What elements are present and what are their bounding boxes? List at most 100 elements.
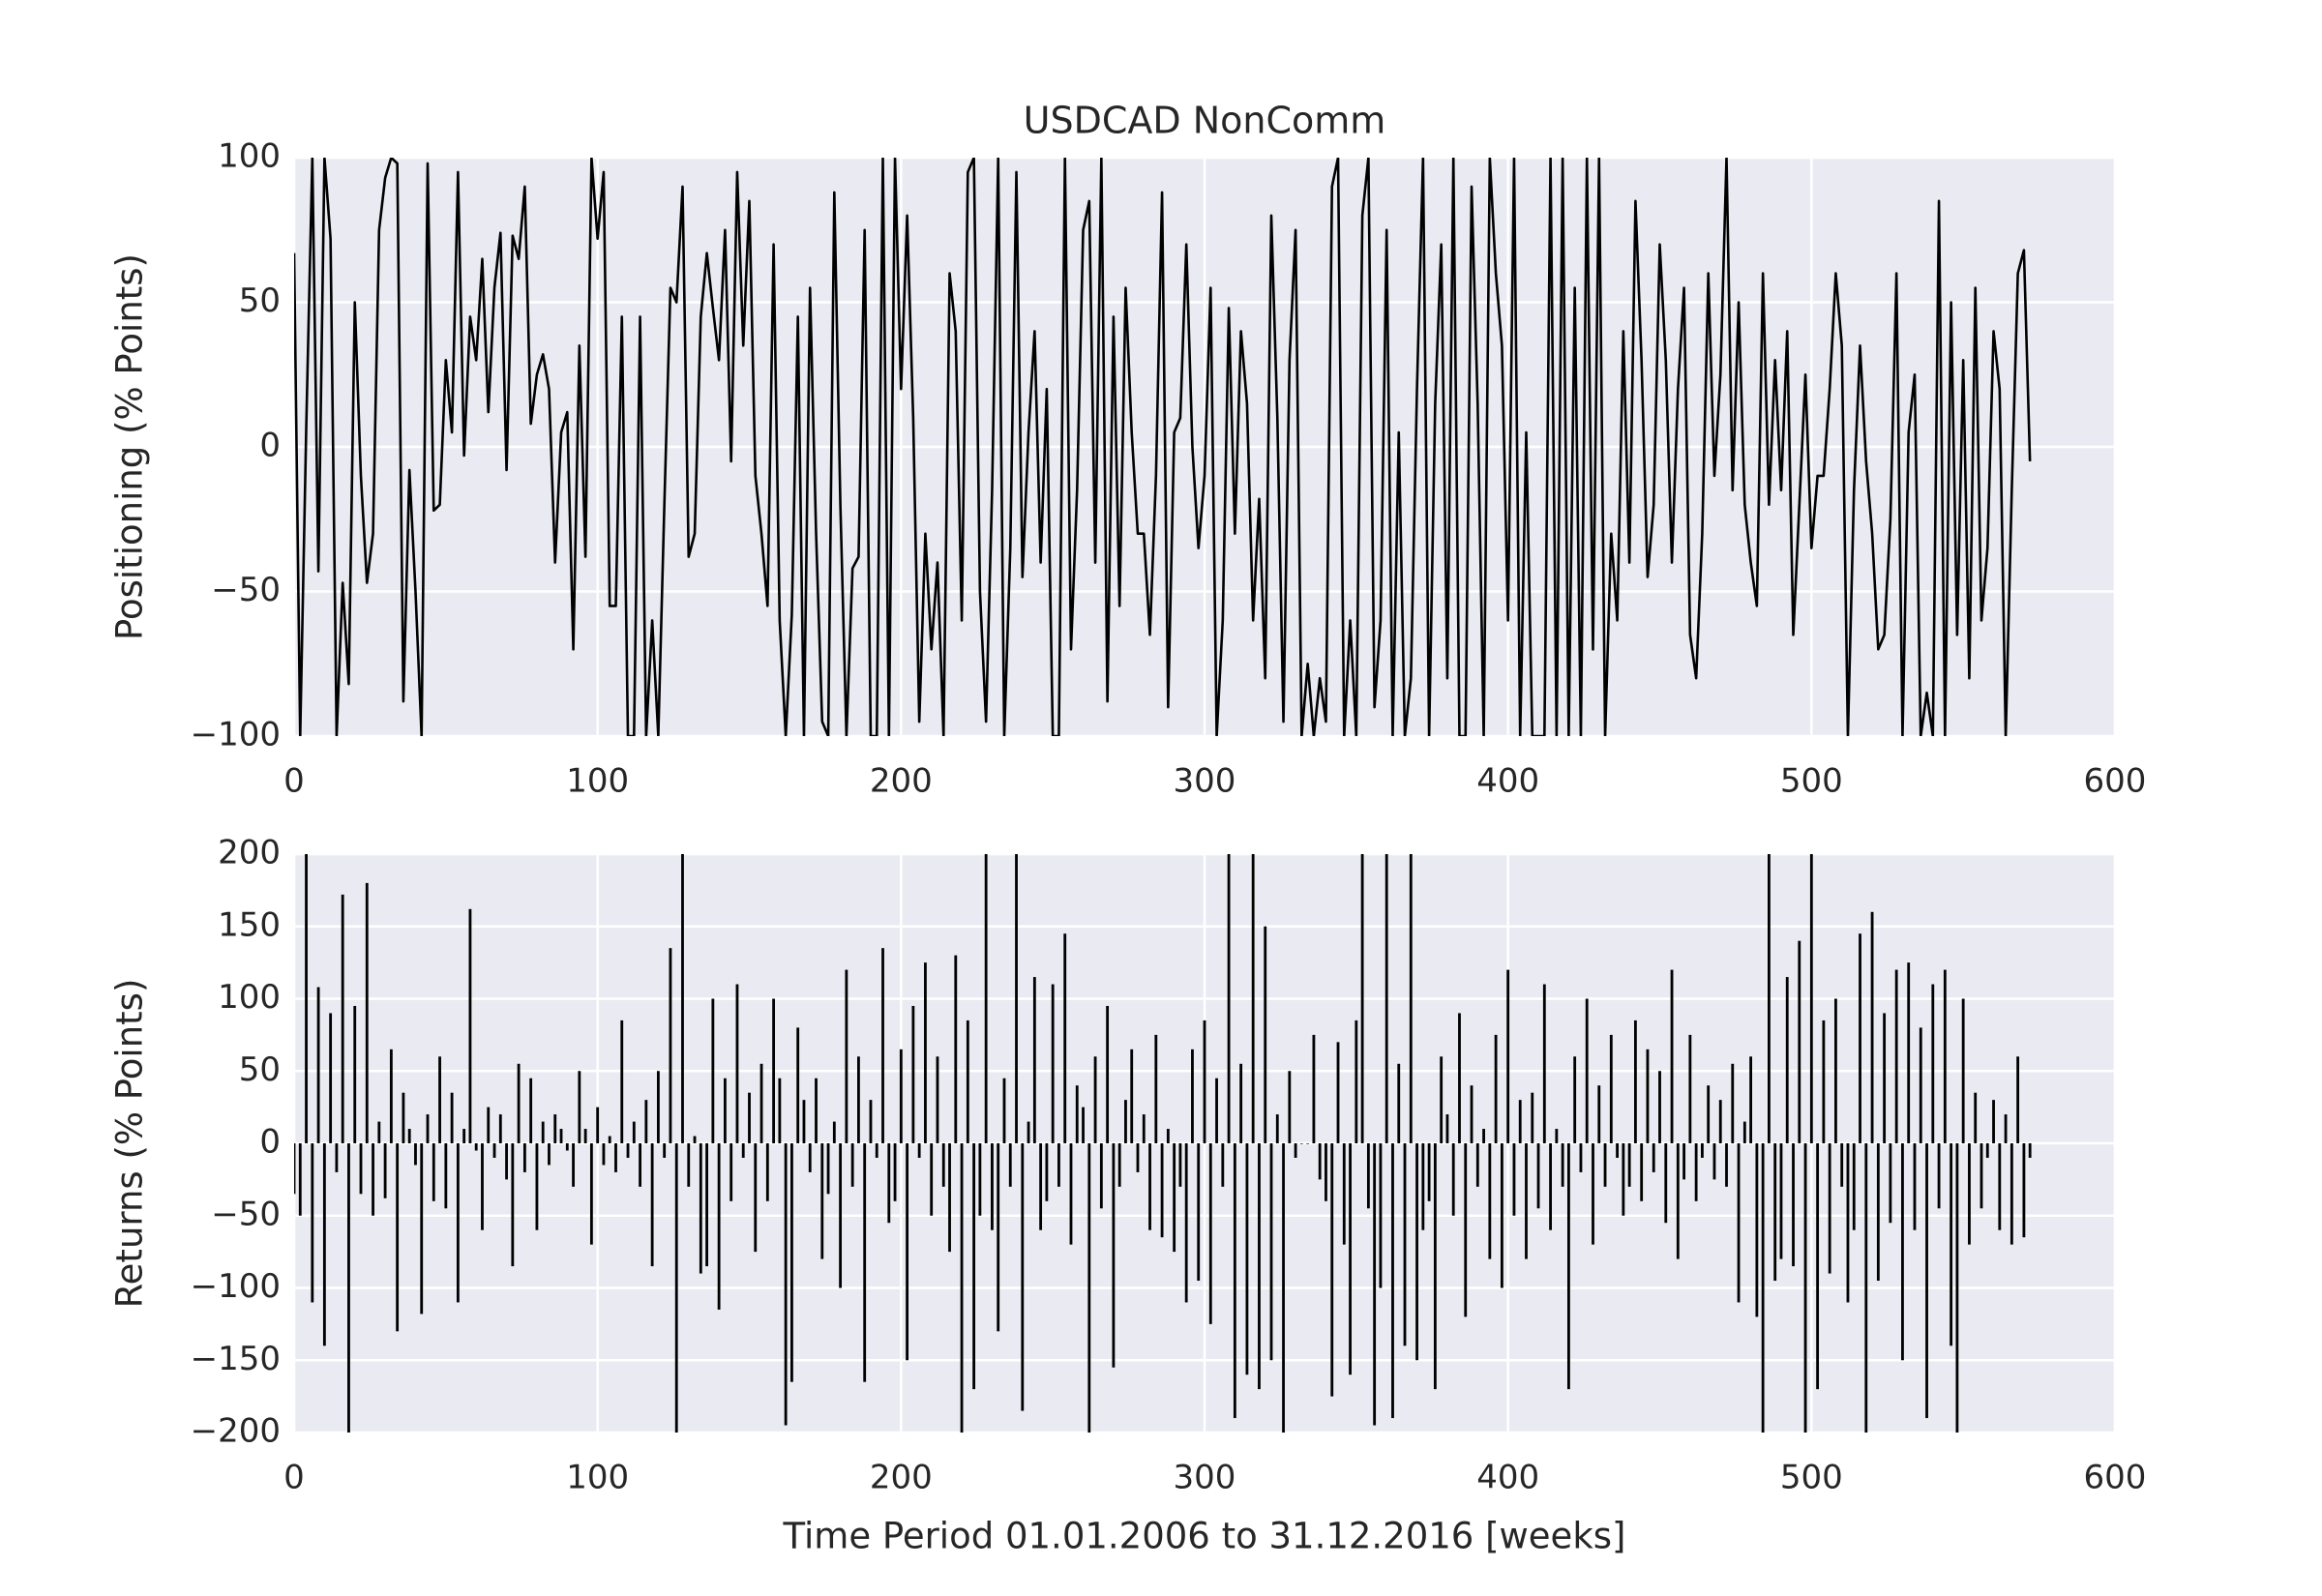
bar	[650, 1143, 654, 1267]
bar	[468, 908, 472, 1143]
bar	[474, 1143, 478, 1151]
bar	[1725, 1143, 1728, 1187]
y-tick-label: −200	[191, 1412, 281, 1451]
bar	[1718, 1100, 1722, 1143]
bar	[1421, 1143, 1425, 1230]
bar	[1609, 1034, 1613, 1143]
bar	[1112, 1143, 1116, 1368]
bar	[717, 1143, 721, 1310]
bar	[365, 882, 369, 1143]
bar	[960, 1143, 964, 1433]
bar	[1191, 1049, 1194, 1143]
bar	[1136, 1143, 1140, 1172]
bar	[875, 1143, 878, 1158]
bar	[681, 854, 684, 1143]
y-axis-label: Returns (% Points)	[109, 979, 151, 1309]
bar	[1427, 1143, 1431, 1201]
bar	[1318, 1143, 1322, 1180]
bar	[2009, 1143, 2013, 1245]
bar	[1117, 1143, 1121, 1187]
bar	[1500, 1143, 1503, 1288]
bar	[1803, 1143, 1807, 1433]
bar	[1464, 1143, 1468, 1317]
bar	[1366, 1143, 1370, 1209]
bar	[839, 1143, 843, 1288]
x-axis-label: Time Period 01.01.2006 to 31.12.2016 [we…	[783, 1516, 1626, 1557]
bar	[559, 1129, 563, 1143]
bar	[1779, 1143, 1783, 1259]
bar	[1597, 1085, 1601, 1143]
bar	[372, 1143, 374, 1216]
bar	[1937, 1143, 1941, 1209]
marks	[294, 158, 2032, 736]
bar	[1603, 1143, 1607, 1187]
bar	[1021, 1143, 1025, 1411]
bar	[389, 1049, 393, 1143]
bar	[1536, 1143, 1540, 1209]
bar	[614, 1143, 617, 1172]
bar	[1980, 1143, 1983, 1209]
bar	[832, 1121, 836, 1143]
bar	[693, 1136, 697, 1143]
y-tick-label: −100	[191, 1267, 281, 1306]
bar	[1901, 1143, 1904, 1361]
bar	[626, 1143, 630, 1158]
bar	[1761, 1143, 1765, 1433]
bar	[589, 1143, 593, 1245]
bar	[1184, 1143, 1188, 1303]
bar	[1658, 1071, 1661, 1143]
bar	[620, 1020, 624, 1143]
bar	[1397, 1063, 1401, 1143]
bar	[298, 1143, 302, 1216]
bar	[1251, 854, 1255, 1143]
bar	[772, 998, 776, 1143]
bar	[462, 1129, 466, 1143]
bar	[1312, 1034, 1316, 1143]
bar	[1494, 1034, 1498, 1143]
bar	[669, 948, 672, 1143]
bar	[1798, 940, 1801, 1143]
bar	[997, 1143, 1000, 1332]
bar	[1955, 1143, 1959, 1433]
bar	[820, 1143, 824, 1259]
bar	[396, 1143, 400, 1332]
y-tick-label: 100	[218, 137, 281, 176]
bar	[1069, 1143, 1073, 1245]
bar	[1961, 998, 1965, 1143]
bar	[1894, 969, 1898, 1143]
bar	[1166, 1129, 1170, 1143]
bar	[972, 1143, 976, 1390]
bar	[1688, 1034, 1692, 1143]
bar	[1008, 1143, 1012, 1187]
bar	[765, 1143, 769, 1201]
bar	[911, 1005, 915, 1143]
bar	[1233, 1143, 1236, 1419]
bar	[1682, 1143, 1686, 1180]
bar	[535, 1143, 539, 1230]
bar	[869, 1100, 873, 1143]
bar	[1173, 1143, 1176, 1253]
marks	[294, 854, 2032, 1433]
bar	[1834, 998, 1837, 1143]
bar	[1652, 1143, 1655, 1172]
bar	[1221, 1143, 1225, 1187]
bar	[377, 1121, 381, 1143]
bar	[1840, 1143, 1844, 1187]
bar	[1294, 1143, 1297, 1158]
x-tick-label: 300	[1174, 1459, 1236, 1497]
bar	[1451, 1143, 1455, 1216]
bar	[1919, 1027, 1922, 1143]
bar	[1433, 1143, 1437, 1390]
bar	[790, 1143, 793, 1382]
bar	[754, 1143, 758, 1253]
bar	[1646, 1049, 1650, 1143]
bar	[948, 1143, 951, 1253]
bar	[602, 1143, 606, 1166]
bar	[1325, 1143, 1327, 1201]
bar	[1227, 854, 1231, 1143]
bar	[1258, 1143, 1261, 1390]
bar	[1403, 1143, 1407, 1346]
y-tick-label: 150	[218, 905, 281, 944]
x-tick-label: 500	[1780, 762, 1843, 801]
bar	[1925, 1143, 1928, 1419]
